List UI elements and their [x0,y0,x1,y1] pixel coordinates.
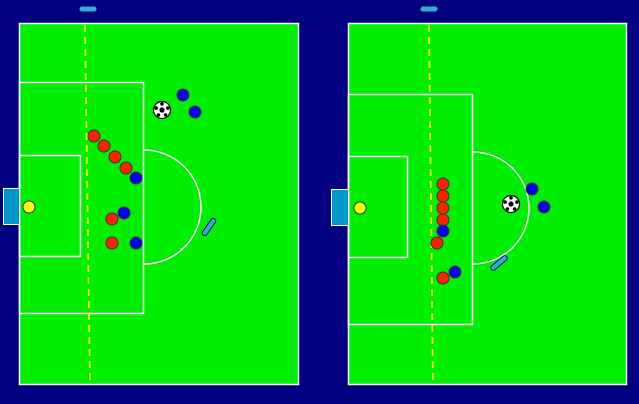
goalkeeper [22,200,36,214]
diagram-right [319,0,639,404]
attacker-player [108,150,122,164]
cone-marker [490,255,508,271]
defender-player [129,171,143,185]
attacker-player [436,271,450,285]
top-tab-marker [419,5,439,13]
attacker-player [105,236,119,250]
goal [3,188,20,225]
pitch-field [347,22,628,386]
defender-player [537,200,551,214]
goalkeeper [353,201,367,215]
attacker-player [97,139,111,153]
attacker-player [436,213,450,227]
top-tab-marker [78,5,98,13]
attacker-player [436,201,450,215]
attacker-player [430,236,444,250]
pitch-field [18,22,300,386]
diagram-left [3,5,300,386]
cone-marker [201,217,217,237]
defender-player [176,88,190,102]
penalty-arc [143,149,202,265]
defender-player [129,236,143,250]
defender-player [188,105,202,119]
attacker-player [436,189,450,203]
attacker-player [87,129,101,143]
defender-player [436,224,450,238]
attacker-player [105,212,119,226]
defender-player [448,265,462,279]
goal [331,189,349,226]
penalty-arc [472,151,530,265]
pitch-svg-right [331,5,628,386]
soccer-ball-icon [501,194,521,214]
attacker-player [436,177,450,191]
attacker-player [119,161,133,175]
soccer-ball-icon [152,100,172,120]
defender-player [525,182,539,196]
pitch-svg-left [3,5,300,386]
defender-player [117,206,131,220]
